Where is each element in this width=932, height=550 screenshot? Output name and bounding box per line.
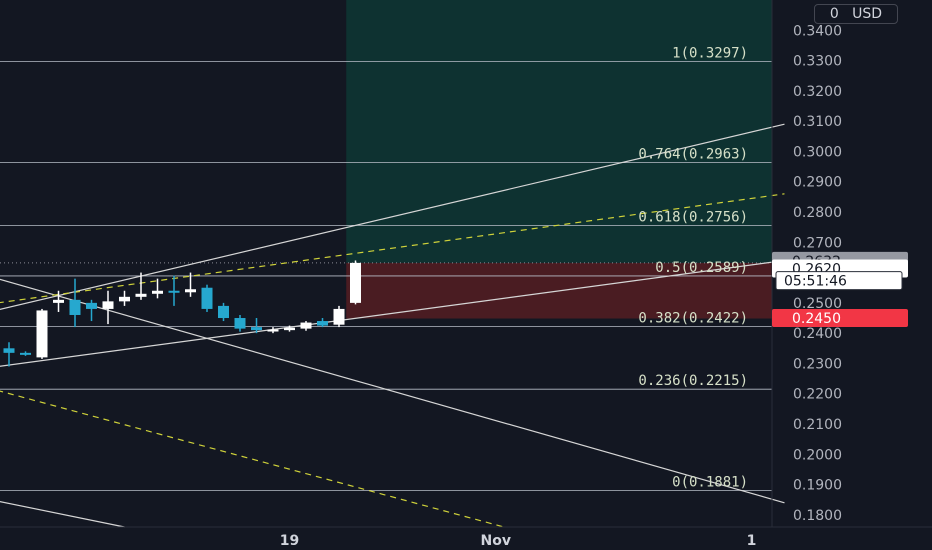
candle-body-8 (135, 293, 147, 297)
y-tick-label-14: 0.2000 (793, 447, 842, 463)
currency-label: USD (852, 6, 883, 22)
candle-body-1 (20, 352, 31, 355)
price-badge-text-2: 05:51:46 (784, 274, 847, 290)
candle-body-16 (267, 329, 279, 332)
trend-line-1 (0, 259, 785, 367)
currency-menu-value: 0 (829, 6, 839, 22)
candle-3 (53, 290, 64, 312)
candle-9 (152, 278, 163, 299)
y-tick-label-16: 0.1800 (793, 508, 842, 524)
y-tick-label-7: 0.2700 (793, 235, 842, 251)
candlestick-series (3, 260, 361, 367)
y-tick-label-9: 0.2500 (793, 296, 842, 312)
fib-retracement-labels: 1(0.3297) 0.764(0.2963) 0.618(0.2756) 0.5(0… (638, 45, 748, 490)
candle-body-18 (300, 322, 312, 329)
price-badge-countdown: 05:51:46 (775, 271, 903, 291)
y-tick-label-6: 0.2800 (793, 205, 842, 221)
candle-0 (3, 342, 15, 367)
candle-8 (135, 272, 147, 300)
profit-zone (346, 0, 772, 263)
candle-10 (168, 275, 180, 306)
x-tick-label-2: 1 (747, 533, 757, 549)
candle-16 (267, 327, 279, 334)
candle-body-14 (234, 318, 246, 329)
candle-6 (102, 290, 114, 325)
candle-18 (300, 321, 312, 331)
candle-19 (317, 318, 328, 328)
trend-line-2 (0, 278, 785, 504)
position-zones (346, 0, 772, 319)
candle-20 (333, 305, 345, 328)
fib-retracement-lines (0, 61, 772, 491)
candle-body-11 (185, 289, 196, 293)
candle-1 (20, 351, 31, 356)
candle-body-21 (350, 262, 361, 303)
candle-body-12 (201, 287, 213, 309)
dashed-trend-line-5 (0, 390, 505, 528)
candle-body-0 (3, 348, 15, 353)
x-tick-label-0: 19 (280, 533, 299, 549)
candle-21 (350, 260, 361, 305)
candle-body-13 (218, 305, 229, 319)
candle-body-7 (119, 296, 130, 302)
x-axis-ticks[interactable]: 19 Nov 1 (280, 533, 757, 549)
candle-17 (284, 325, 295, 332)
fib-label-4: 0.382(0.2422) (638, 310, 748, 326)
y-tick-label-3: 0.3100 (793, 114, 842, 130)
candle-body-5 (86, 302, 97, 309)
candle-15 (251, 318, 262, 334)
fib-label-6: 0(0.1881) (672, 474, 748, 490)
candle-2 (36, 308, 48, 359)
trend-line-0 (0, 123, 785, 310)
price-badge-text-3: 0.2450 (792, 311, 841, 327)
candle-body-19 (317, 321, 328, 326)
y-tick-label-5: 0.2900 (793, 175, 842, 191)
candle-body-6 (102, 301, 114, 309)
fib-label-0: 1(0.3297) (672, 45, 748, 61)
candle-body-4 (69, 299, 81, 315)
candle-body-15 (251, 327, 262, 331)
candle-body-10 (168, 290, 180, 293)
y-axis-ticks[interactable]: 0.3400 0.3300 0.3200 0.3100 0.3000 0.2900 0.28… (793, 23, 842, 524)
trend-line-3 (0, 500, 125, 528)
fib-label-2: 0.618(0.2756) (638, 209, 748, 225)
price-badge-stop: 0.2450 (772, 309, 908, 328)
candle-14 (234, 314, 246, 332)
price-badge-bg-2 (775, 271, 903, 291)
candle-5 (86, 299, 97, 322)
y-tick-label-2: 0.3200 (793, 84, 842, 100)
dashed-trend-line-4 (0, 193, 785, 304)
candle-body-2 (36, 310, 48, 358)
candle-body-17 (284, 327, 295, 331)
y-tick-label-12: 0.2200 (793, 387, 842, 403)
y-tick-label-4: 0.3000 (793, 144, 842, 160)
fib-label-1: 0.764(0.2963) (638, 147, 748, 163)
candle-body-3 (53, 299, 64, 303)
price-badge-bg-3 (772, 309, 908, 328)
y-tick-label-13: 0.2100 (793, 417, 842, 433)
y-tick-label-1: 0.3300 (793, 54, 842, 70)
candle-body-20 (333, 308, 345, 325)
y-tick-label-10: 0.2400 (793, 326, 842, 342)
y-tick-label-0: 0.3400 (793, 23, 842, 39)
y-tick-label-11: 0.2300 (793, 356, 842, 372)
y-tick-label-15: 0.1900 (793, 478, 842, 494)
trend-lines (0, 123, 785, 528)
x-tick-label-1: Nov (481, 533, 511, 549)
fib-label-5: 0.236(0.2215) (638, 373, 748, 389)
currency-selector[interactable]: 0 USD (814, 4, 898, 24)
candle-12 (201, 284, 213, 312)
candle-body-9 (152, 290, 163, 294)
fib-label-3: 0.5(0.2589) (655, 260, 748, 276)
candle-4 (69, 278, 81, 328)
candle-11 (185, 272, 196, 297)
candle-7 (119, 290, 130, 306)
candle-13 (218, 302, 229, 322)
